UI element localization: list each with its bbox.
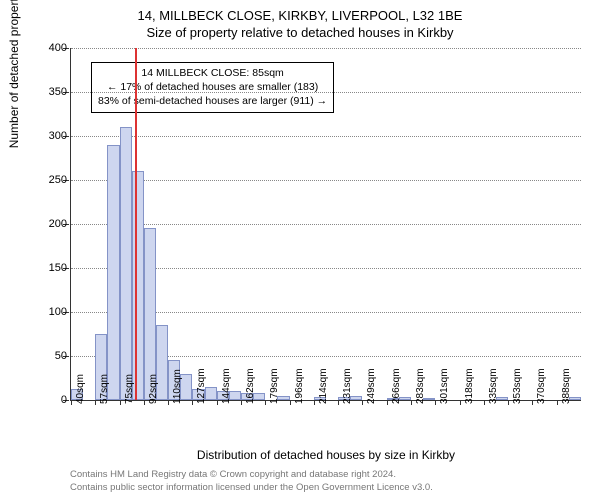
annotation-line-3: 83% of semi-detached houses are larger (… [98, 94, 327, 108]
y-tick-label: 0 [61, 394, 67, 406]
x-tick [557, 400, 558, 405]
x-tick [290, 400, 291, 405]
gridline [71, 180, 581, 181]
y-axis-label: Number of detached properties [7, 0, 21, 148]
x-tick [484, 400, 485, 405]
x-tick [71, 400, 72, 405]
x-tick-label: 196sqm [294, 368, 305, 404]
x-tick-label: 388sqm [561, 368, 572, 404]
gridline [71, 92, 581, 93]
x-tick [95, 400, 96, 405]
x-tick [192, 400, 193, 405]
x-tick-label: 127sqm [196, 368, 207, 404]
y-tick-label: 400 [49, 42, 67, 54]
x-tick-label: 40sqm [75, 374, 86, 404]
x-tick [460, 400, 461, 405]
annotation-line-1: 14 MILLBECK CLOSE: 85sqm [98, 66, 327, 80]
x-tick [338, 400, 339, 405]
x-tick-label: 370sqm [536, 368, 547, 404]
y-tick-label: 50 [55, 350, 67, 362]
x-tick [532, 400, 533, 405]
plot-area: 14 MILLBECK CLOSE: 85sqm ← 17% of detach… [70, 48, 581, 401]
x-tick [265, 400, 266, 405]
x-tick-label: 75sqm [124, 374, 135, 404]
x-tick-label: 266sqm [391, 368, 402, 404]
x-tick [168, 400, 169, 405]
histogram-bar [132, 171, 144, 400]
title-subtitle: Size of property relative to detached ho… [0, 25, 600, 42]
histogram-bar [107, 145, 119, 400]
gridline [71, 136, 581, 137]
credits-line-1: Contains HM Land Registry data © Crown c… [70, 469, 433, 481]
x-tick [508, 400, 509, 405]
x-tick-label: 110sqm [172, 369, 183, 404]
title-address: 14, MILLBECK CLOSE, KIRKBY, LIVERPOOL, L… [0, 8, 600, 25]
x-tick-label: 301sqm [439, 368, 450, 404]
x-tick [411, 400, 412, 405]
gridline [71, 224, 581, 225]
y-tick-label: 200 [49, 218, 67, 230]
x-tick-label: 179sqm [269, 368, 280, 404]
credits: Contains HM Land Registry data © Crown c… [70, 469, 433, 494]
x-tick-label: 283sqm [415, 368, 426, 404]
x-tick [314, 400, 315, 405]
x-tick [120, 400, 121, 405]
x-tick-label: 214sqm [318, 368, 329, 404]
x-tick-label: 144sqm [221, 368, 232, 404]
x-tick-label: 353sqm [512, 368, 523, 404]
x-axis-label: Distribution of detached houses by size … [71, 448, 581, 462]
chart-titles: 14, MILLBECK CLOSE, KIRKBY, LIVERPOOL, L… [0, 8, 600, 42]
y-tick-label: 100 [49, 306, 67, 318]
y-tick-label: 250 [49, 174, 67, 186]
property-marker-line [135, 48, 137, 400]
x-tick [435, 400, 436, 405]
y-tick-label: 150 [49, 262, 67, 274]
y-tick-label: 300 [49, 130, 67, 142]
x-tick-label: 249sqm [366, 368, 377, 404]
x-tick-label: 318sqm [464, 368, 475, 404]
gridline [71, 48, 581, 49]
y-tick-label: 350 [49, 86, 67, 98]
histogram-bar [120, 127, 132, 400]
credits-line-2: Contains public sector information licen… [70, 482, 433, 494]
x-tick-label: 231sqm [342, 368, 353, 404]
x-tick [144, 400, 145, 405]
x-tick-label: 335sqm [488, 368, 499, 404]
x-tick [387, 400, 388, 405]
x-tick [241, 400, 242, 405]
x-tick [217, 400, 218, 405]
annotation-box: 14 MILLBECK CLOSE: 85sqm ← 17% of detach… [91, 62, 334, 113]
x-tick-label: 57sqm [99, 374, 110, 404]
x-tick [362, 400, 363, 405]
x-tick-label: 92sqm [148, 374, 159, 404]
x-tick-label: 162sqm [245, 368, 256, 404]
